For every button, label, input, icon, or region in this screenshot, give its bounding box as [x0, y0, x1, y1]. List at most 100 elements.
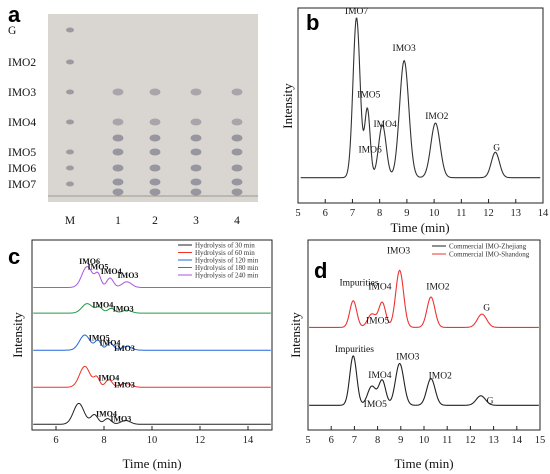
x-tick-label: 10: [147, 435, 158, 446]
x-tick-label: 5: [305, 435, 310, 446]
peak-annotation: IMO2: [426, 282, 449, 292]
tlc-spot: [149, 118, 161, 126]
panel-d-label: d: [314, 258, 327, 283]
peak-annotation: Impurities: [335, 345, 374, 355]
legend-entry: Hydrolysis of 180 min: [195, 264, 259, 272]
tlc-spot: [149, 164, 161, 172]
peak-annotation: IMO3: [110, 414, 131, 423]
peak-annotation: G: [493, 143, 500, 153]
x-tick-label: 10: [429, 208, 440, 219]
peak-annotation: IMO7: [345, 7, 368, 17]
series-line: [33, 402, 271, 425]
series-line: [33, 334, 271, 351]
panel-b-frame: [297, 7, 544, 204]
series-line: [33, 303, 271, 314]
tlc-spot: [190, 148, 202, 156]
tlc-spot: [66, 59, 74, 65]
panel-c-label: c: [8, 244, 20, 269]
peak-annotation: G: [487, 396, 494, 406]
peak-annotation: IMO6: [359, 145, 382, 155]
peak-annotation: IMO3: [393, 44, 416, 54]
tlc-row-labels: G IMO2 IMO3 IMO4 IMO5 IMO6 IMO7: [8, 25, 36, 191]
panel-c-label-bg: [6, 244, 28, 268]
panel-b-x-ticks: 5 6 7 8 9 10 11 12 13 14: [295, 199, 549, 219]
panel-a-label-bg: [6, 2, 28, 24]
tlc-spot: [66, 27, 74, 33]
tlc-spot: [149, 134, 161, 142]
x-tick-label: 9: [404, 208, 409, 219]
panel-d-series: [309, 269, 539, 406]
peak-annotation: IMO5: [366, 317, 389, 327]
x-tick-label: 7: [350, 208, 355, 219]
peak-annotation: IMO3: [396, 353, 419, 363]
tlc-row-label: IMO4: [8, 117, 36, 129]
panel-d-xlabel: Time (min): [394, 456, 453, 471]
tlc-spot: [66, 165, 74, 171]
x-tick-label: 9: [398, 435, 403, 446]
tlc-spot: [231, 88, 243, 96]
tlc-spot: [231, 188, 243, 196]
tlc-row-label: IMO7: [8, 179, 36, 191]
peak-annotation: IMO4: [96, 410, 117, 419]
tlc-spot: [66, 89, 74, 95]
peak-annotation: IMO3: [387, 246, 410, 256]
panel-d-frame: [307, 239, 541, 431]
peak-annotation: IMO4: [101, 267, 122, 276]
peak-annotation: IMO4: [373, 120, 396, 130]
tlc-row-label: IMO6: [8, 163, 36, 175]
panel-c-series: [33, 266, 271, 425]
tlc-spot: [149, 178, 161, 186]
panel-d-label-bg: [312, 258, 336, 282]
series-line: [309, 355, 539, 406]
panel-c-xlabel: Time (min): [122, 456, 181, 471]
x-tick-label: 12: [195, 435, 206, 446]
peak-annotation: IMO5: [357, 91, 380, 101]
peak-annotation: IMO6: [79, 257, 100, 266]
panel-b-label: b: [306, 10, 319, 35]
peak-annotation: Impurities: [340, 279, 379, 289]
peak-annotation: IMO5: [364, 400, 387, 410]
peak-annotation: IMO3: [113, 304, 134, 313]
tlc-spot: [112, 88, 124, 96]
peak-annotation: G: [483, 303, 490, 313]
x-tick-label: 14: [538, 208, 549, 219]
tlc-lane-label: M: [65, 215, 75, 227]
tlc-spot: [190, 88, 202, 96]
peak-annotation: IMO3: [118, 271, 139, 280]
legend-entry: Hydrolysis of 120 min: [195, 257, 259, 265]
tlc-spot: [112, 164, 124, 172]
tlc-spot: [190, 134, 202, 142]
x-tick-label: 14: [243, 435, 254, 446]
panel-c-ylabel: Intensity: [10, 312, 25, 358]
series-line: [33, 266, 271, 288]
peak-annotation: IMO5: [89, 334, 110, 343]
tlc-spot: [112, 178, 124, 186]
tlc-spot: [112, 188, 124, 196]
tlc-spot: [231, 178, 243, 186]
x-tick-label: 6: [53, 435, 58, 446]
x-tick-label: 10: [419, 435, 430, 446]
x-tick-label: 13: [488, 435, 499, 446]
x-tick-label: 7: [352, 435, 357, 446]
x-tick-label: 6: [329, 435, 334, 446]
peak-annotation: IMO3: [114, 344, 135, 353]
peak-annotation: IMO4: [100, 338, 121, 347]
tlc-lane-label: 3: [193, 215, 199, 227]
series-line: [309, 269, 539, 328]
peak-annotation: IMO4: [92, 300, 113, 309]
tlc-row-label: IMO5: [8, 147, 36, 159]
x-tick-label: 12: [465, 435, 476, 446]
legend-entry: Hydrolysis of 240 min: [195, 272, 259, 280]
panel-a-tlc: G IMO2 IMO3 IMO4 IMO5 IMO6 IMO7 M 1 2 3 4 a: [6, 2, 258, 227]
panel-d-x-ticks: 5 6 7 8 9 10 11 12 13 14 15: [305, 426, 545, 446]
peak-annotation: IMO3: [114, 380, 135, 389]
x-tick-label: 8: [375, 435, 380, 446]
x-tick-label: 6: [323, 208, 328, 219]
tlc-spot: [112, 118, 124, 126]
x-tick-label: 5: [295, 208, 300, 219]
peak-annotation: IMO2: [425, 112, 448, 122]
series-line: [300, 17, 541, 179]
